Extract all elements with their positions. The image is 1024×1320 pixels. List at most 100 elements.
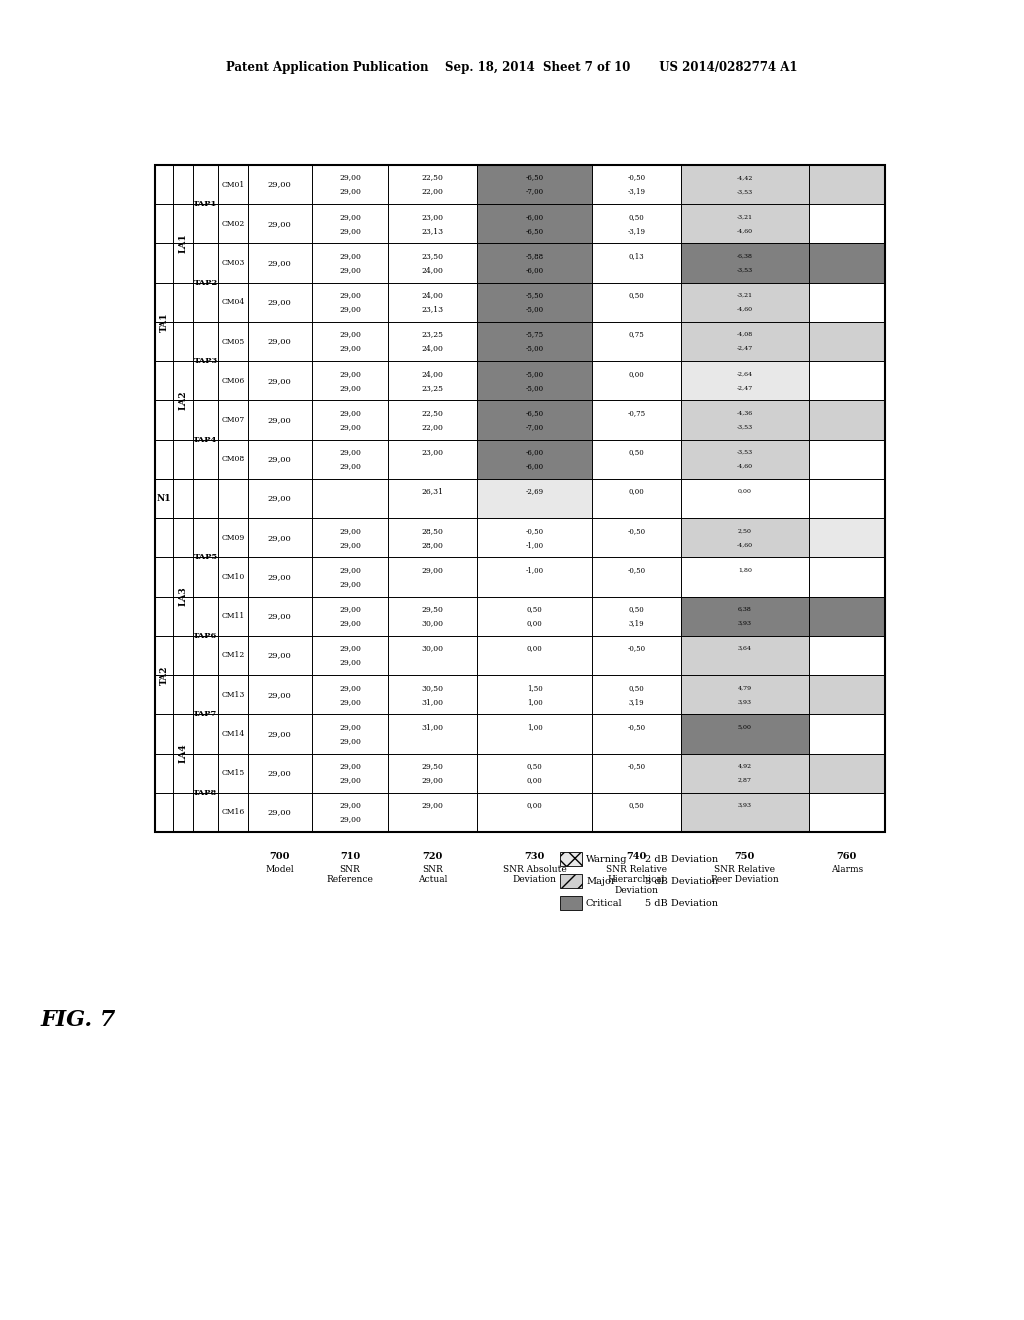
Bar [681, 165, 809, 205]
Text: 23,00: 23,00 [422, 213, 443, 220]
Text: CM13: CM13 [221, 690, 245, 698]
Text: 29,00: 29,00 [268, 220, 292, 228]
Bar [477, 362, 592, 400]
Text: -5,88: -5,88 [525, 252, 544, 260]
Text: -5,75: -5,75 [525, 330, 544, 338]
Text: CM04: CM04 [221, 298, 245, 306]
Text: 3,64: 3,64 [738, 645, 752, 651]
Text: -2,47: -2,47 [736, 346, 753, 351]
Text: 23,00: 23,00 [422, 449, 443, 457]
Text: -4,42: -4,42 [736, 176, 753, 180]
Bar [809, 754, 885, 793]
Text: CM05: CM05 [221, 338, 245, 346]
Text: Alarms: Alarms [830, 865, 863, 874]
Text: -4,08: -4,08 [736, 333, 753, 337]
Text: -6,00: -6,00 [525, 267, 544, 275]
Text: 0,50: 0,50 [526, 762, 543, 770]
Bar [560, 896, 582, 909]
Text: Major: Major [586, 876, 615, 886]
Bar [809, 165, 885, 205]
Bar [477, 440, 592, 479]
Text: 30,50: 30,50 [422, 684, 443, 692]
Text: 29,00: 29,00 [268, 808, 292, 816]
Text: 22,50: 22,50 [422, 174, 443, 182]
Text: 4,79: 4,79 [738, 685, 752, 690]
Bar [809, 519, 885, 557]
Text: 29,00: 29,00 [339, 292, 360, 300]
Text: 29,00: 29,00 [268, 181, 292, 189]
Bar [681, 243, 809, 282]
Text: 0,50: 0,50 [629, 605, 644, 614]
Bar [477, 322, 592, 362]
Text: -4,60: -4,60 [737, 543, 753, 548]
Text: -0,75: -0,75 [628, 409, 646, 417]
Bar [681, 754, 809, 793]
Text: -0,50: -0,50 [628, 566, 646, 574]
Text: 29,00: 29,00 [268, 298, 292, 306]
Text: CM16: CM16 [221, 808, 245, 816]
Bar [681, 322, 809, 362]
Text: -0,50: -0,50 [628, 174, 646, 182]
Text: CM10: CM10 [221, 573, 245, 581]
Bar [681, 597, 809, 636]
Text: 28,50: 28,50 [422, 527, 443, 535]
Text: 2 dB Deviation: 2 dB Deviation [645, 854, 718, 863]
Text: 31,00: 31,00 [422, 723, 443, 731]
Text: -4,36: -4,36 [737, 411, 753, 416]
Text: -0,50: -0,50 [628, 644, 646, 652]
Text: 29,00: 29,00 [339, 305, 360, 313]
Text: 24,00: 24,00 [422, 292, 443, 300]
Text: -3,19: -3,19 [628, 187, 645, 195]
Text: 1,00: 1,00 [526, 698, 543, 706]
Text: 29,00: 29,00 [268, 259, 292, 267]
Text: FIG. 7: FIG. 7 [40, 1008, 116, 1031]
Text: -3,21: -3,21 [737, 293, 753, 298]
Text: -5,00: -5,00 [525, 370, 544, 378]
Text: -6,50: -6,50 [525, 409, 544, 417]
Text: 29,00: 29,00 [339, 187, 360, 195]
Text: 23,50: 23,50 [422, 252, 443, 260]
Text: TAP6: TAP6 [194, 632, 218, 640]
Text: 0,00: 0,00 [526, 776, 543, 784]
Bar [681, 636, 809, 675]
Text: -3,21: -3,21 [737, 214, 753, 219]
Text: 29,00: 29,00 [268, 416, 292, 424]
Text: -5,00: -5,00 [525, 345, 544, 352]
Text: 26,31: 26,31 [422, 487, 443, 495]
Text: -4,60: -4,60 [737, 228, 753, 234]
Text: 3,19: 3,19 [629, 619, 644, 627]
Text: 740: 740 [627, 851, 647, 861]
Text: 29,00: 29,00 [268, 376, 292, 385]
Bar [809, 322, 885, 362]
Text: CM15: CM15 [221, 770, 245, 777]
Text: CM12: CM12 [221, 652, 245, 660]
Text: CM03: CM03 [221, 259, 245, 267]
Text: 29,00: 29,00 [339, 422, 360, 432]
Text: 4,92: 4,92 [738, 764, 752, 768]
Text: 29,00: 29,00 [339, 267, 360, 275]
Text: -3,53: -3,53 [737, 425, 753, 429]
Text: -1,00: -1,00 [525, 566, 544, 574]
Text: 710: 710 [340, 851, 360, 861]
Text: 29,00: 29,00 [339, 723, 360, 731]
Text: 700: 700 [269, 851, 290, 861]
Text: 0,00: 0,00 [526, 619, 543, 627]
Bar [477, 400, 592, 440]
Text: CM08: CM08 [221, 455, 245, 463]
Text: TAP8: TAP8 [194, 789, 218, 797]
Text: 29,00: 29,00 [339, 449, 360, 457]
Text: 29,00: 29,00 [339, 174, 360, 182]
Bar [560, 851, 582, 866]
Text: 760: 760 [837, 851, 857, 861]
Bar [681, 400, 809, 440]
Text: 3 dB Deviation: 3 dB Deviation [645, 876, 718, 886]
Text: -0,50: -0,50 [628, 723, 646, 731]
Text: LA2: LA2 [178, 391, 187, 411]
Text: 5 dB Deviation: 5 dB Deviation [645, 899, 718, 908]
Text: 23,13: 23,13 [422, 305, 443, 313]
Text: 29,00: 29,00 [339, 684, 360, 692]
Text: 29,00: 29,00 [422, 801, 443, 809]
Text: 3,93: 3,93 [738, 803, 752, 808]
Text: TAP4: TAP4 [194, 436, 218, 444]
Text: 29,00: 29,00 [339, 737, 360, 744]
